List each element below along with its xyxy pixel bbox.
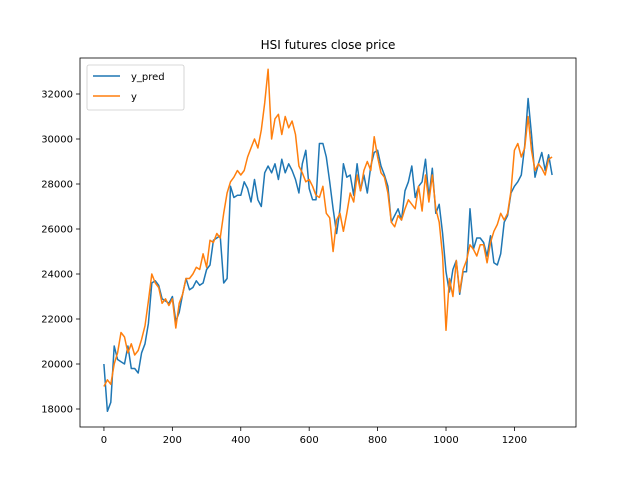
x-tick-label: 400 — [231, 435, 250, 446]
legend-label-y-pred: y_pred — [131, 72, 165, 83]
y-tick-label: 32000 — [41, 90, 73, 101]
plot-frame — [79, 57, 577, 428]
y-tick-label: 22000 — [41, 315, 73, 326]
series-layer — [103, 68, 553, 413]
y-tick-label: 26000 — [41, 225, 73, 236]
y-tick-label: 24000 — [41, 270, 73, 281]
y-tick-label: 30000 — [41, 135, 73, 146]
y-tick-label: 20000 — [41, 360, 73, 371]
x-tick-label: 200 — [163, 435, 182, 446]
axes-layer: 0 200 400 600 800 1000 1200 18000 20000 22000 2400… — [41, 57, 577, 446]
chart-title: HSI futures close price — [261, 38, 396, 52]
series-line-y-pred — [103, 97, 553, 413]
x-tick-label: 1200 — [502, 435, 527, 446]
series-line-y — [103, 68, 553, 387]
x-tick-label: 0 — [101, 435, 107, 446]
x-tick-label: 600 — [300, 435, 319, 446]
legend-label-y: y — [131, 92, 137, 103]
y-tick-label: 18000 — [41, 405, 73, 416]
x-tick-label: 800 — [368, 435, 387, 446]
x-tick-label: 1000 — [433, 435, 458, 446]
y-tick-label: 28000 — [41, 180, 73, 191]
